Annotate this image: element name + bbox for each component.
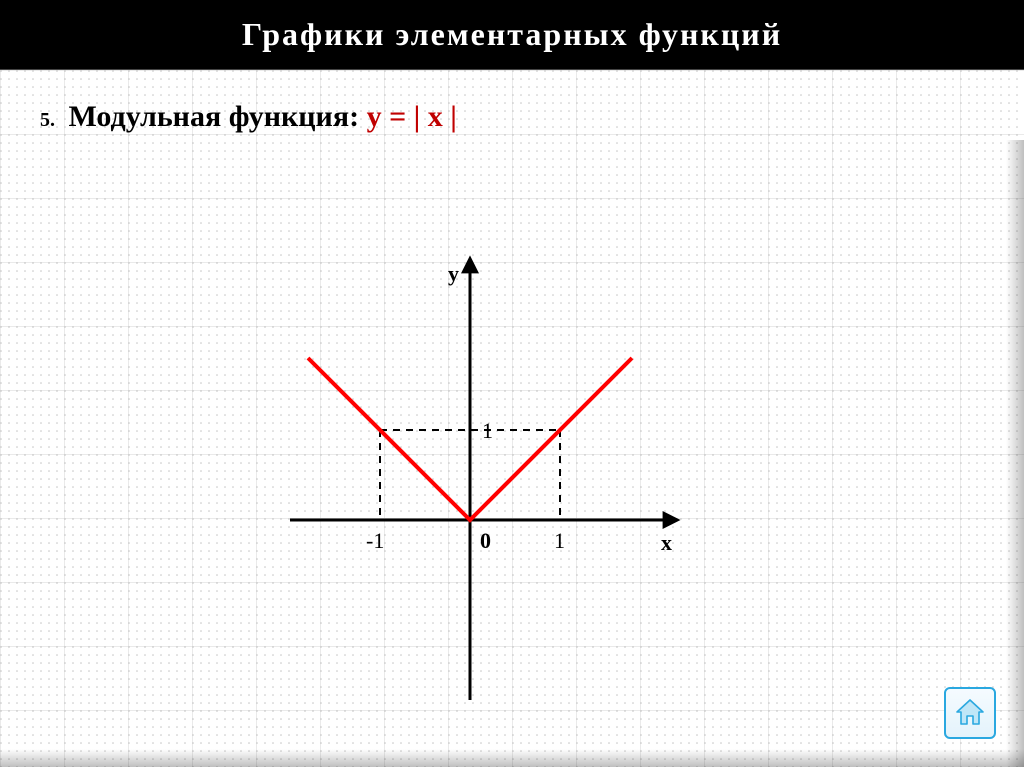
chart: y x 0 1 -1 1	[280, 230, 700, 710]
header-title: Графики элементарных функций	[242, 16, 782, 53]
subtitle-number: 5.	[40, 109, 55, 131]
subtitle-label: Модульная функция:	[69, 100, 360, 133]
home-icon	[953, 696, 987, 730]
tick-x-1: 1	[554, 528, 565, 553]
slide-header: Графики элементарных функций	[0, 0, 1024, 70]
page-shadow-right	[1006, 140, 1024, 767]
x-axis-label: x	[661, 530, 672, 555]
chart-svg: y x 0 1 -1 1	[280, 230, 700, 710]
tick-y-1: 1	[482, 418, 493, 443]
origin-label: 0	[480, 528, 491, 553]
page-shadow-bottom	[0, 749, 1024, 767]
tick-x-neg1: -1	[366, 528, 384, 553]
subtitle: 5. Модульная функция: y = | x |	[40, 100, 994, 134]
home-button[interactable]	[944, 687, 996, 739]
slide-content: 5. Модульная функция: y = | x | y x 0 1 -1 1	[0, 70, 1024, 767]
subtitle-formula: y = | x |	[367, 100, 457, 133]
y-axis-label: y	[448, 261, 459, 286]
